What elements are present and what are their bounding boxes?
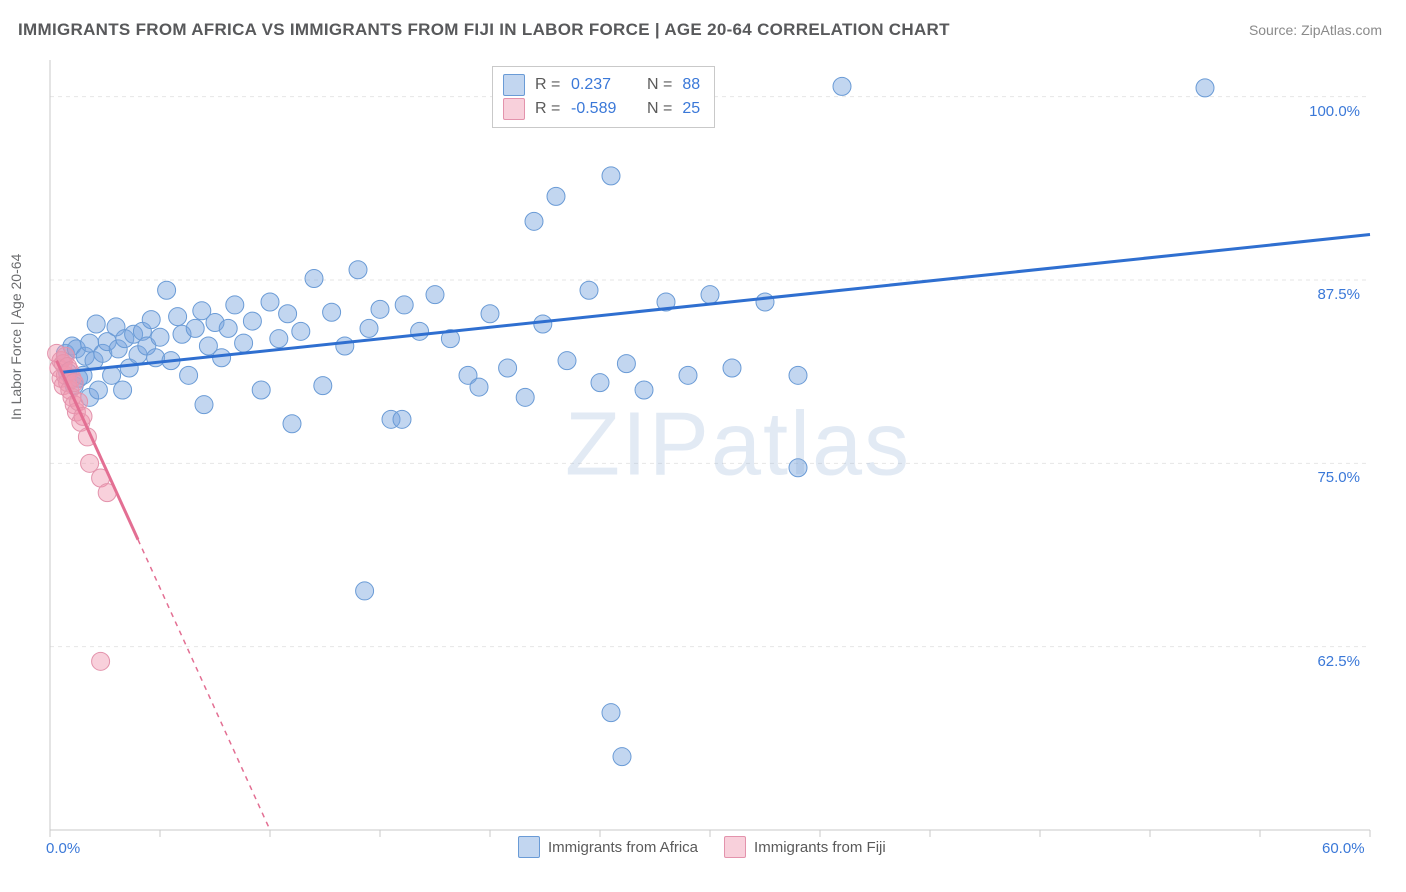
- legend-swatch: [503, 98, 525, 120]
- legend-n-label: N =: [647, 73, 672, 97]
- source-prefix: Source:: [1249, 22, 1301, 38]
- series-name: Immigrants from Africa: [548, 839, 698, 856]
- legend-r-value: -0.589: [571, 97, 631, 121]
- series-legend-item: Immigrants from Africa: [518, 836, 698, 858]
- y-tick-label: 62.5%: [1300, 653, 1360, 670]
- x-axis-min-label: 0.0%: [46, 840, 80, 857]
- legend-r-value: 0.237: [571, 73, 631, 97]
- y-tick-label: 87.5%: [1300, 286, 1360, 303]
- legend-swatch: [724, 836, 746, 858]
- y-tick-label: 75.0%: [1300, 469, 1360, 486]
- legend-row: R = -0.589 N = 25: [503, 97, 700, 121]
- legend-r-label: R =: [535, 97, 561, 121]
- chart-title: IMMIGRANTS FROM AFRICA VS IMMIGRANTS FRO…: [18, 20, 950, 40]
- legend-n-value: 88: [682, 73, 700, 97]
- x-axis-max-label: 60.0%: [1322, 840, 1365, 857]
- series-legend-item: Immigrants from Fiji: [724, 836, 886, 858]
- legend-r-label: R =: [535, 73, 561, 97]
- series-name: Immigrants from Fiji: [754, 839, 886, 856]
- legend-row: R = 0.237 N = 88: [503, 73, 700, 97]
- legend-swatch: [518, 836, 540, 858]
- y-tick-label: 100.0%: [1300, 103, 1360, 120]
- source-link[interactable]: ZipAtlas.com: [1301, 22, 1382, 38]
- correlation-chart: ZIPatlas R =0.237N =88R =-0.589N =25 Imm…: [38, 50, 1388, 850]
- source-attribution: Source: ZipAtlas.com: [1249, 22, 1382, 38]
- legend-n-value: 25: [682, 97, 700, 121]
- legend-swatch: [503, 74, 525, 96]
- legend-n-label: N =: [647, 97, 672, 121]
- y-axis-label: In Labor Force | Age 20-64: [8, 254, 24, 420]
- chart-svg: [38, 50, 1388, 860]
- correlation-legend: R = 0.237 N = 88 R = -0.589 N = 25: [492, 66, 715, 128]
- series-legend: Immigrants from Africa Immigrants from Fi…: [518, 836, 886, 858]
